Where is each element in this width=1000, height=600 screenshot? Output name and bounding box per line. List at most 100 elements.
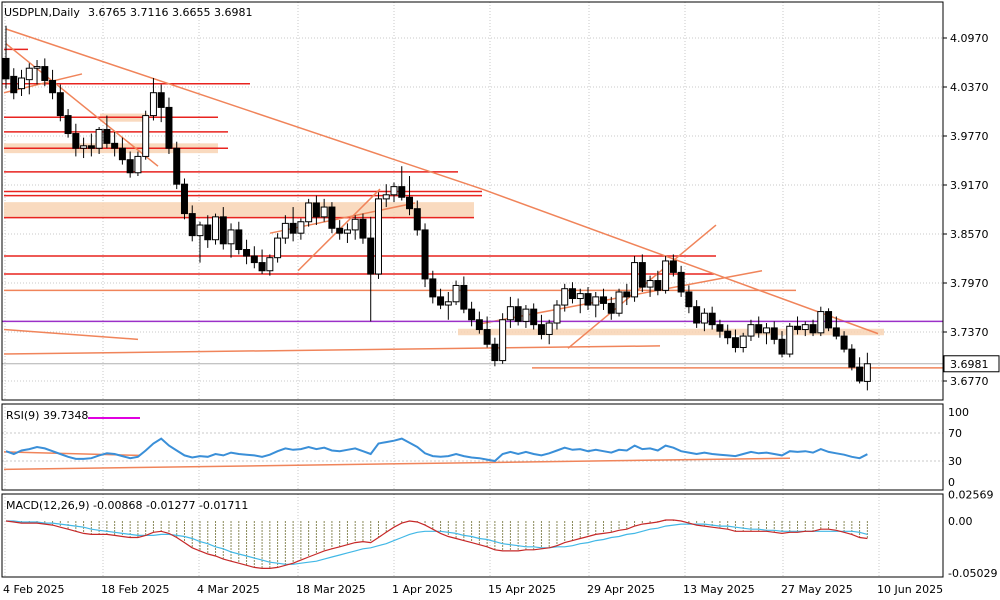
candle xyxy=(483,316,491,348)
date-axis-label: 10 Jun 2025 xyxy=(877,583,943,596)
candle xyxy=(243,239,251,265)
candle xyxy=(530,303,538,330)
bull-candle-body xyxy=(499,319,507,362)
candle xyxy=(274,233,282,263)
trendline xyxy=(3,328,139,341)
price-axis-label: 3.8570 xyxy=(950,228,989,241)
candle xyxy=(367,216,375,322)
candle xyxy=(607,296,615,320)
bull-candle-body xyxy=(18,77,26,90)
candle xyxy=(662,256,670,294)
bull-candle-body xyxy=(149,92,157,117)
candle xyxy=(212,213,220,245)
macd-panel-frame xyxy=(1,493,944,578)
bear-candle-body xyxy=(584,293,592,306)
price-axis-label: 3.7370 xyxy=(950,326,989,339)
candle xyxy=(708,306,716,330)
bear-candle-body xyxy=(568,288,576,300)
bull-candle-body xyxy=(739,335,747,349)
bull-candle-body xyxy=(700,312,708,324)
candle xyxy=(413,200,421,236)
candle xyxy=(250,246,258,269)
rsi-label: RSI(9) 39.7348 xyxy=(6,409,88,422)
candle xyxy=(856,357,864,384)
macd-label: MACD(12,26,9) -0.00868 -0.01277 -0.01711 xyxy=(6,499,248,512)
bear-candle-body xyxy=(289,222,297,234)
candle xyxy=(568,282,576,304)
bear-candle-body xyxy=(708,312,716,326)
candle xyxy=(382,184,390,208)
candle xyxy=(111,131,119,157)
candle xyxy=(188,205,196,242)
candle xyxy=(142,110,150,160)
candle xyxy=(863,352,871,391)
candle xyxy=(180,178,188,220)
candle xyxy=(825,308,833,332)
candle xyxy=(196,221,204,263)
bear-candle-body xyxy=(180,183,188,215)
candle xyxy=(336,220,344,240)
candle xyxy=(49,69,57,100)
candle xyxy=(794,316,802,335)
candle xyxy=(429,270,437,304)
bear-candle-body xyxy=(72,133,80,149)
bear-candle-body xyxy=(406,196,414,210)
candle xyxy=(95,127,103,154)
candle xyxy=(700,308,708,332)
candle xyxy=(545,319,553,345)
bear-candle-body xyxy=(243,249,251,257)
date-axis-label: 1 Apr 2025 xyxy=(392,583,453,596)
bull-candle-body xyxy=(196,224,204,237)
candle xyxy=(499,313,507,364)
macd-axis-label: 0.02569 xyxy=(948,489,994,502)
candle xyxy=(25,63,33,95)
candle xyxy=(173,141,181,190)
candle xyxy=(677,265,685,297)
bear-candle-body xyxy=(250,255,258,264)
bear-candle-body xyxy=(413,208,421,231)
bear-candle-body xyxy=(794,325,802,331)
bull-candle-body xyxy=(351,218,359,231)
macd-main-line xyxy=(5,519,868,569)
rsi-line xyxy=(5,437,868,463)
bull-candle-body xyxy=(134,155,142,174)
bull-candle-body xyxy=(343,229,351,234)
bull-candle-body xyxy=(576,293,584,300)
bear-candle-body xyxy=(328,206,336,229)
date-axis-label: 18 Feb 2025 xyxy=(101,583,169,596)
candle xyxy=(832,316,840,340)
bear-candle-body xyxy=(204,224,212,241)
bear-candle-body xyxy=(49,79,57,94)
bull-candle-body xyxy=(320,206,328,218)
bull-candle-body xyxy=(227,229,235,245)
bear-candle-body xyxy=(716,324,724,332)
trendline xyxy=(5,28,483,190)
candle xyxy=(475,311,483,334)
candle xyxy=(724,324,732,345)
candle xyxy=(600,288,608,310)
candle xyxy=(576,288,584,314)
bear-candle-body xyxy=(173,147,181,185)
bear-candle-body xyxy=(118,147,126,161)
candle xyxy=(64,109,72,138)
candle xyxy=(351,215,359,240)
candle xyxy=(615,288,623,317)
candle xyxy=(56,84,64,122)
candle xyxy=(235,221,243,255)
bear-candle-body xyxy=(856,366,864,382)
candle xyxy=(297,218,305,240)
bear-candle-body xyxy=(537,324,545,335)
candle xyxy=(359,213,367,244)
candle xyxy=(561,283,569,312)
candle xyxy=(584,287,592,310)
bear-candle-body xyxy=(421,229,429,280)
bull-candle-body xyxy=(817,311,825,334)
candle xyxy=(654,270,662,296)
trendline xyxy=(3,345,661,355)
candle xyxy=(33,60,41,85)
candle xyxy=(638,254,646,292)
bear-candle-body xyxy=(165,106,173,149)
candle xyxy=(731,329,739,353)
bear-candle-body xyxy=(475,319,483,331)
bear-candle-body xyxy=(483,329,491,345)
